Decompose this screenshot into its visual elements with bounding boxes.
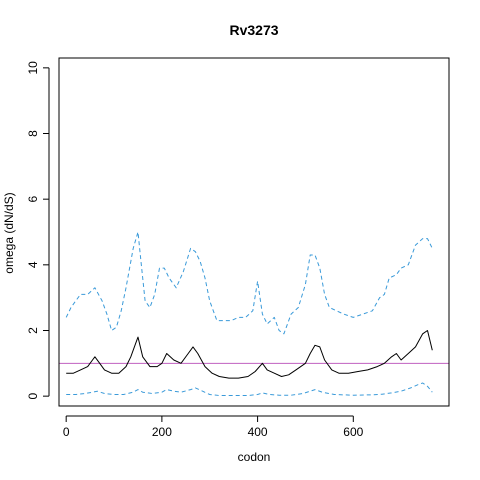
y-tick-label: 8	[26, 130, 40, 137]
series-line-lower	[66, 382, 433, 396]
y-tick-label: 0	[26, 392, 40, 399]
series-line-mean	[66, 330, 433, 379]
chart-title: Rv3273	[229, 22, 278, 38]
x-axis-label: codon	[238, 450, 271, 464]
plot-frame	[58, 57, 450, 407]
x-tick-label: 200	[152, 425, 172, 439]
y-tick-label: 6	[26, 196, 40, 203]
y-tick-label: 4	[26, 261, 40, 268]
y-tick-label: 2	[26, 327, 40, 334]
plot-area: 0 200 400 600 0 2 4 6 8 10	[26, 61, 449, 439]
x-tick-label: 0	[63, 425, 70, 439]
series-line-upper	[65, 231, 433, 335]
x-tick-label: 600	[343, 425, 363, 439]
y-tick-label: 10	[26, 61, 40, 75]
x-tick-label: 400	[248, 425, 268, 439]
y-axis-label: omega (dN/dS)	[2, 192, 16, 273]
